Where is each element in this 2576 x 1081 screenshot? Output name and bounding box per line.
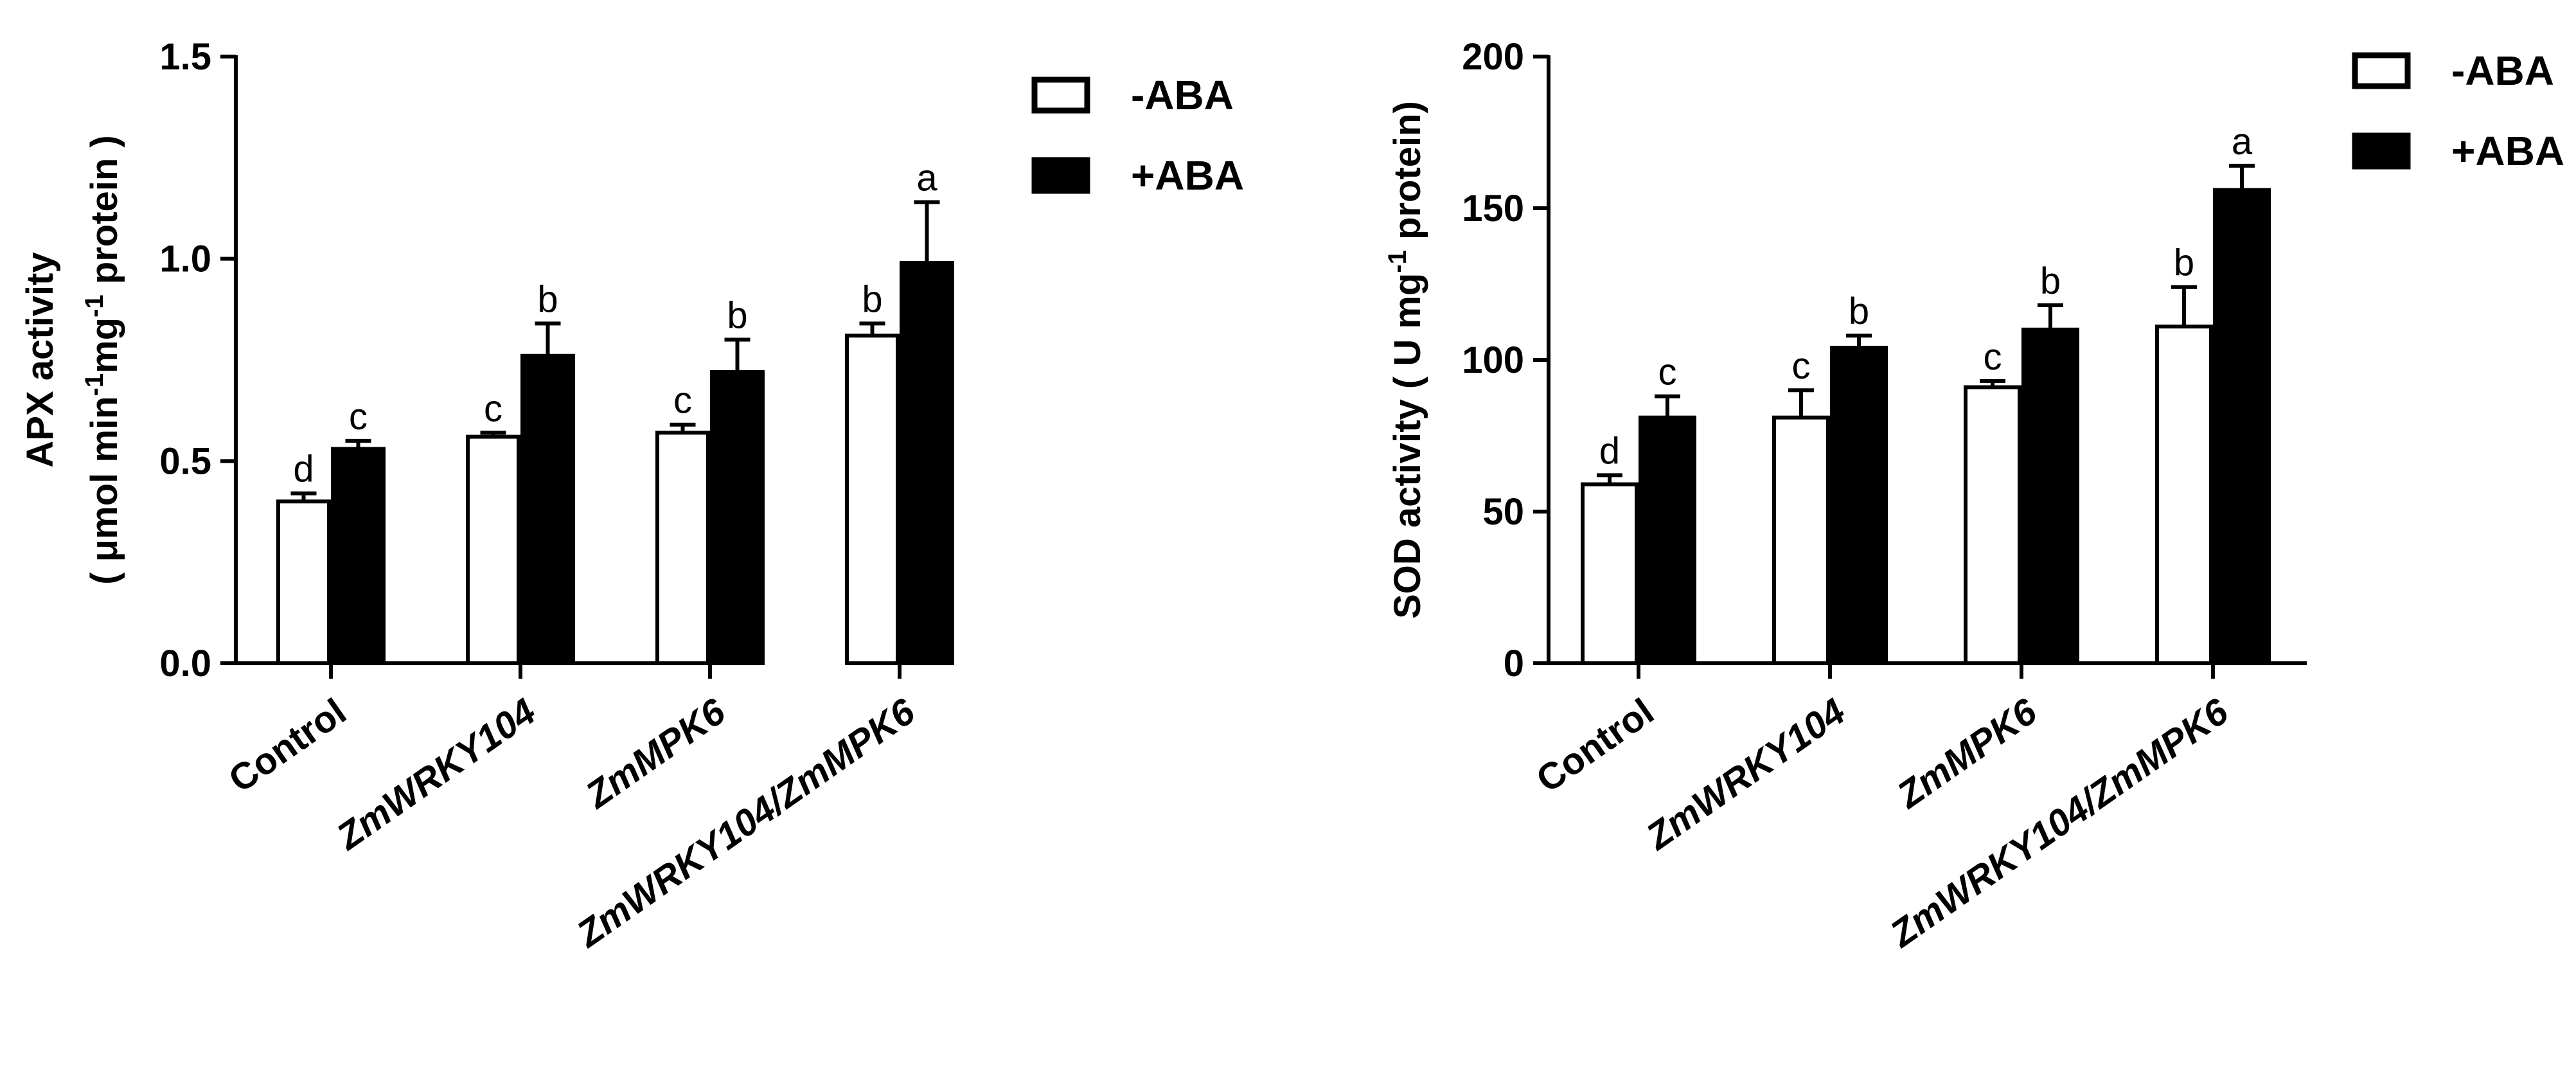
bar-minus-aba <box>276 499 331 665</box>
significance-label: b <box>2174 242 2194 284</box>
significance-label: c <box>1984 336 2002 378</box>
significance-label: c <box>484 388 502 429</box>
bar-minus-aba <box>466 434 520 665</box>
legend-swatch <box>1031 76 1090 114</box>
significance-label: d <box>293 449 314 490</box>
category-label: Control <box>1529 690 1661 801</box>
significance-label: b <box>1849 290 1869 332</box>
legend-label: +ABA <box>1131 152 1244 199</box>
legend-label: -ABA <box>1131 72 1234 118</box>
sod-chart: 0 50 100 150 200 SOD activity ( U mg-1 protei… <box>1383 36 2564 956</box>
bar-minus-aba <box>655 431 710 666</box>
category-label: ZmWRKY104/ZmMPK6 <box>568 690 923 956</box>
significance-label: c <box>349 396 368 438</box>
significance-label: b <box>862 278 882 320</box>
y-tick-label: 100 <box>1462 339 1524 381</box>
bar-minus-aba <box>2155 325 2213 665</box>
category-label: ZmWRKY104/ZmMPK6 <box>1881 690 2236 956</box>
significance-label: d <box>1599 430 1620 472</box>
significance-label: b <box>537 278 558 320</box>
bar-minus-aba <box>845 334 900 665</box>
y-tick-label: 0.5 <box>159 440 211 482</box>
category-label: Control <box>221 690 353 801</box>
bar-plus-aba <box>2213 188 2271 665</box>
y-axis-unit-label: SOD activity ( U mg-1 protein) <box>1383 101 1428 619</box>
bar-plus-aba <box>1639 415 1696 665</box>
y-tick-label: 1.5 <box>159 36 211 78</box>
y-tick-label: 0.0 <box>159 643 211 684</box>
bar-plus-aba <box>1830 346 1888 665</box>
bar-minus-aba <box>1581 482 1639 666</box>
significance-label: c <box>1792 345 1811 387</box>
category-label: ZmWRKY104 <box>1638 690 1853 858</box>
significance-label: c <box>673 380 692 422</box>
legend-swatch <box>2352 132 2411 170</box>
significance-label: b <box>2040 260 2061 302</box>
bar-plus-aba <box>2021 327 2079 665</box>
category-label: ZmMPK6 <box>577 690 733 817</box>
legend-label: +ABA <box>2451 128 2564 174</box>
legend-swatch <box>2352 52 2411 89</box>
category-label: ZmWRKY104 <box>328 690 544 858</box>
bar-plus-aba <box>710 370 765 665</box>
significance-label: a <box>916 157 937 199</box>
y-tick-label: 150 <box>1462 188 1524 229</box>
legend-label: -ABA <box>2451 48 2554 94</box>
apx-chart: 0.0 0.5 1.0 1.5 APX activity ( μmol min-1mg-1… <box>19 36 1244 956</box>
y-tick-label: 0 <box>1504 643 1524 684</box>
y-axis-label: APX activity <box>19 252 61 467</box>
bar-minus-aba <box>1772 415 1830 665</box>
bar-plus-aba <box>331 447 386 665</box>
y-tick-label: 200 <box>1462 36 1524 78</box>
bar-plus-aba <box>900 260 954 665</box>
y-axis-unit-label: ( μmol min-1mg-1 protein ) <box>80 135 125 585</box>
significance-label: c <box>1658 352 1677 393</box>
y-tick-label: 50 <box>1482 491 1524 533</box>
significance-label: a <box>2232 121 2253 163</box>
y-tick-label: 1.0 <box>159 238 211 280</box>
bar-minus-aba <box>1964 385 2021 665</box>
category-label: ZmMPK6 <box>1888 690 2045 817</box>
bar-plus-aba <box>520 353 575 665</box>
significance-label: b <box>727 295 747 337</box>
legend-swatch <box>1031 157 1090 194</box>
